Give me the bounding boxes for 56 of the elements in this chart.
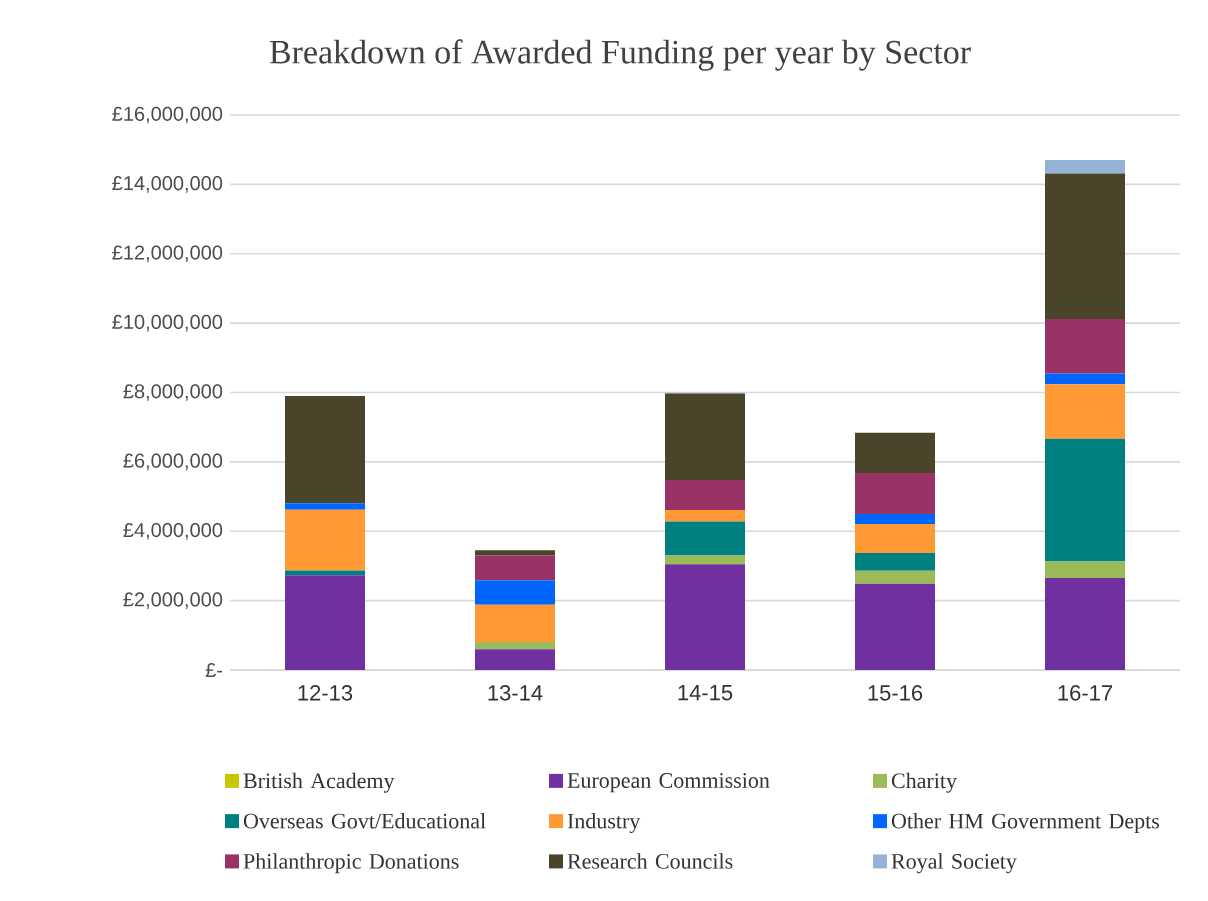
x-tick-label: 14-15 xyxy=(678,685,733,701)
bar xyxy=(665,393,746,480)
legend-label: European Commission xyxy=(567,773,770,793)
bar xyxy=(665,564,746,670)
bar xyxy=(855,432,936,473)
bar xyxy=(1045,160,1126,174)
x-tick-label: 16-17 xyxy=(1058,685,1113,701)
legend-label: Other HM Government Depts xyxy=(891,813,1160,833)
bar xyxy=(1045,173,1126,319)
y-tick-label: £2,000,000 xyxy=(123,592,223,609)
bar xyxy=(855,553,936,571)
bar xyxy=(665,510,746,522)
bar xyxy=(665,479,746,511)
legend-label: Overseas Govt/Educational xyxy=(243,813,486,829)
bar xyxy=(285,575,366,670)
bar xyxy=(1045,561,1126,579)
bar xyxy=(1045,438,1126,562)
y-tick-label: £6,000,000 xyxy=(123,453,223,471)
y-tick-label: £- xyxy=(205,663,223,677)
bar xyxy=(475,641,556,650)
bar xyxy=(855,523,936,554)
legend-label: British Academy xyxy=(243,772,395,793)
legend-label: Charity xyxy=(891,772,957,793)
legend-label: Philanthropic Donations xyxy=(243,853,459,874)
bar xyxy=(665,555,746,565)
bar xyxy=(475,555,556,581)
bar xyxy=(855,583,936,670)
bar xyxy=(855,513,936,524)
legend-label: Research Councils xyxy=(567,853,733,869)
bar xyxy=(475,604,556,642)
bar xyxy=(1045,318,1126,374)
bar xyxy=(475,580,556,605)
bar xyxy=(285,503,366,510)
y-tick-label: £4,000,000 xyxy=(123,522,223,540)
bar xyxy=(1045,373,1126,385)
bar xyxy=(665,521,746,556)
bar xyxy=(475,550,556,556)
bar xyxy=(285,570,366,576)
bar xyxy=(1045,578,1126,670)
x-tick-label: 15-16 xyxy=(868,685,923,701)
bar xyxy=(855,472,936,514)
chart-title: Breakdown of Awarded Funding per year by Sector xyxy=(269,39,971,71)
legend-label: Royal Society xyxy=(891,853,1017,874)
y-tick-label: £12,000,000 xyxy=(112,245,223,263)
bar xyxy=(855,570,936,584)
y-tick-label: £16,000,000 xyxy=(112,106,223,124)
bar xyxy=(285,509,366,571)
y-tick-label: £14,000,000 xyxy=(112,176,223,193)
x-tick-label: 12-13 xyxy=(298,685,353,701)
y-tick-label: £8,000,000 xyxy=(123,384,223,401)
bar xyxy=(1045,384,1126,439)
legend-label: Industry xyxy=(567,813,641,834)
y-tick-label: £10,000,000 xyxy=(112,314,223,332)
bar xyxy=(285,395,366,504)
x-tick-label: 13-14 xyxy=(488,685,543,701)
bar xyxy=(475,649,556,670)
